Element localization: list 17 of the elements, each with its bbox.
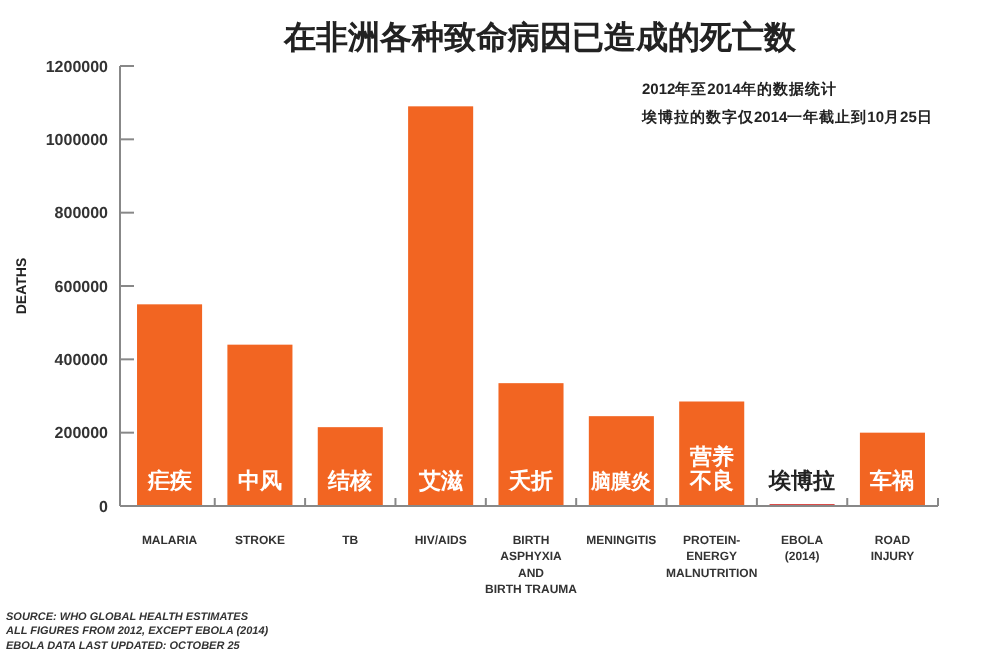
y-tick-label: 1200000	[45, 57, 110, 76]
y-tick-label: 0	[99, 497, 110, 516]
annotation: 艾滋	[416, 468, 463, 494]
y-tick-label: 1000000	[45, 130, 110, 149]
annotation: 车祸	[868, 468, 915, 494]
annotation: 埃博拉	[767, 468, 836, 494]
y-tick-label: 200000	[54, 424, 110, 443]
y-tick-label: 600000	[54, 277, 110, 296]
annotation: 疟疾	[145, 468, 194, 494]
annotation: 营养不良	[687, 444, 734, 494]
annotation: 夭折	[509, 468, 553, 494]
annotation: 中风	[237, 468, 282, 494]
annotation: 脑膜炎	[589, 470, 654, 494]
y-tick-label: 800000	[54, 204, 110, 223]
annotation: 结核	[326, 468, 373, 494]
chart-title: 在非洲各种致命病因已造成的死亡数	[282, 18, 798, 56]
y-tick-label: 400000	[54, 350, 110, 369]
